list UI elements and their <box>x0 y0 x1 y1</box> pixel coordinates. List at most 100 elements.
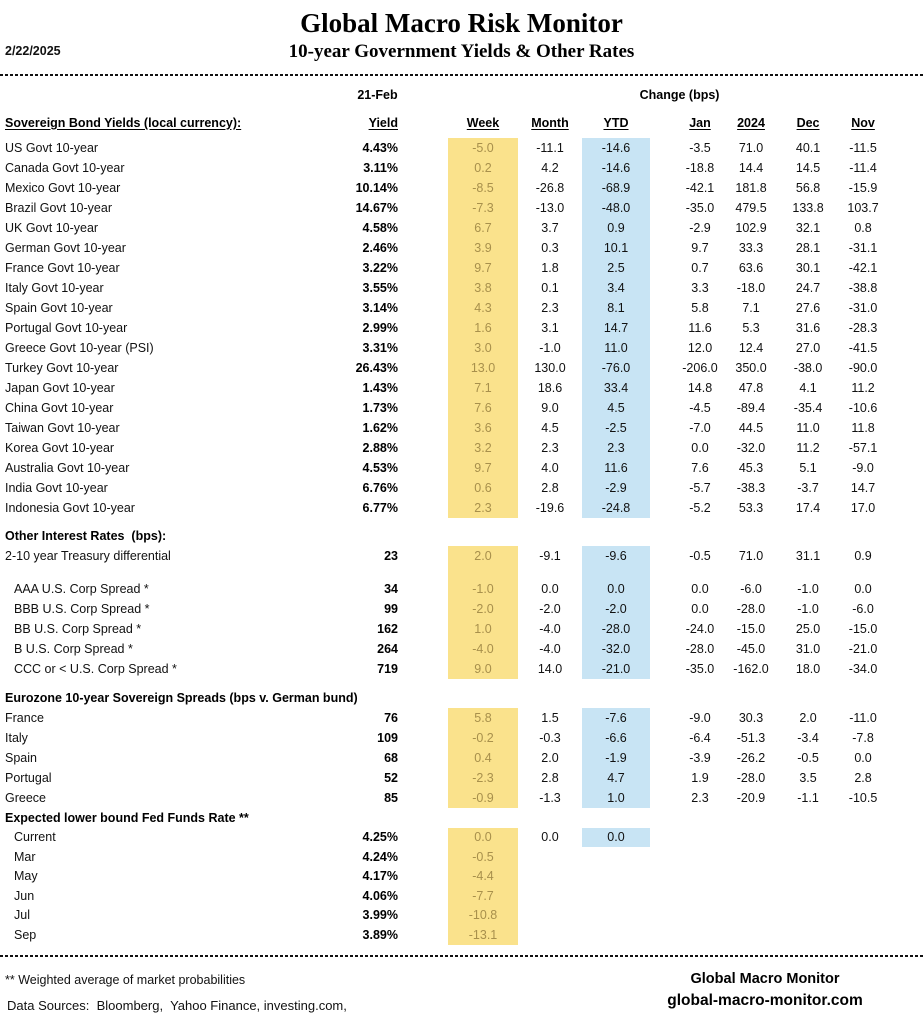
spacer-cell <box>0 82 345 108</box>
spacer-cell <box>887 108 923 138</box>
spacer-cell <box>410 82 448 108</box>
cell-dec: 25.0 <box>795 621 821 636</box>
cell-2024: -18.0 <box>736 280 766 295</box>
row-label: Italy Govt 10-year <box>5 280 104 295</box>
row-label: Spain Govt 10-year <box>5 300 113 315</box>
cell-2024: -89.4 <box>736 400 766 415</box>
spacer-cell <box>650 728 675 748</box>
pad-cell <box>887 178 923 198</box>
cell-week <box>448 679 518 688</box>
cell-week: -1.0 <box>448 579 518 599</box>
cell-nov: 17.0 <box>850 500 876 515</box>
cell-yield: 68 <box>384 750 398 765</box>
cell-ytd: 10.1 <box>582 238 650 258</box>
table-row: CCC or < U.S. Corp Spread * 719 9.0 14.0 -21… <box>0 659 923 679</box>
top-divider <box>0 74 923 76</box>
table-row: Australia Govt 10-year 4.53% 9.7 4.0 11.6 7.6… <box>0 458 923 478</box>
cell-dec <box>777 847 839 867</box>
spacer-cell <box>410 546 448 566</box>
cell-jan: -6.4 <box>689 730 711 745</box>
spacer-cell <box>650 546 675 566</box>
row-label: Greece <box>5 790 46 805</box>
cell-nov: 14.7 <box>850 480 876 495</box>
cell-jan <box>675 847 725 867</box>
cell-2024: 44.5 <box>738 420 764 435</box>
cell-month: 18.6 <box>537 380 563 395</box>
cell-week: 5.8 <box>448 708 518 728</box>
cell-week: -5.0 <box>448 138 518 158</box>
table-row: Jul 3.99% -10.8 <box>0 905 923 926</box>
pad-cell <box>887 398 923 418</box>
row-label: Jun <box>14 888 35 903</box>
pad-cell <box>887 925 923 945</box>
cell-nov <box>839 886 887 906</box>
spacer-cell <box>650 478 675 498</box>
table-row: Turkey Govt 10-year 26.43% 13.0 130.0 -76.0 -… <box>0 358 923 378</box>
cell-yield: 34 <box>384 581 398 596</box>
cell-nov: -28.3 <box>848 320 878 335</box>
cell-jan: -35.0 <box>685 661 715 676</box>
spacer-cell <box>410 258 448 278</box>
spacer-cell <box>650 258 675 278</box>
section-title-row: Eurozone 10-year Sovereign Spreads (bps … <box>0 688 923 708</box>
spacer-cell <box>650 178 675 198</box>
spacer-cell <box>650 418 675 438</box>
cell-ytd: 33.4 <box>582 378 650 398</box>
cell-month: 4.0 <box>541 460 559 475</box>
spacer-cell <box>410 298 448 318</box>
cell-yield: 52 <box>384 770 398 785</box>
pad-cell <box>887 546 923 566</box>
pad-cell <box>887 158 923 178</box>
cell-jan: -35.0 <box>685 200 715 215</box>
cell-nov: 11.8 <box>851 420 875 435</box>
cell-yield: 4.43% <box>362 140 398 155</box>
cell-nov: -11.5 <box>849 140 877 155</box>
cell-jan: -18.8 <box>685 160 715 175</box>
pad-cell <box>887 358 923 378</box>
cell-yield: 3.31% <box>362 340 398 355</box>
cell-jan <box>675 867 725 887</box>
spacer-cell <box>0 566 448 579</box>
spacer-cell <box>410 828 448 848</box>
spacer-cell <box>410 925 448 945</box>
cell-dec: 31.6 <box>795 320 821 335</box>
row-label: France Govt 10-year <box>5 260 120 275</box>
pad-cell <box>887 748 923 768</box>
table-row: UK Govt 10-year 4.58% 6.7 3.7 0.9 -2.9 102.9 32… <box>0 218 923 238</box>
cell-2024: 53.3 <box>738 500 764 515</box>
cell-month: 3.1 <box>541 320 559 335</box>
row-label: China Govt 10-year <box>5 400 114 415</box>
cell-nov: -15.0 <box>848 621 878 636</box>
cell-ytd: 2.5 <box>582 258 650 278</box>
cell-week: 3.8 <box>448 278 518 298</box>
cell-2024: 102.9 <box>735 220 767 235</box>
cell-nov: -7.8 <box>852 730 874 745</box>
row-label: Brazil Govt 10-year <box>5 200 112 215</box>
row-label: Sep <box>14 927 37 942</box>
table-row: Canada Govt 10-year 3.11% 0.2 4.2 -14.6 -18.8… <box>0 158 923 178</box>
cell-2024: -20.9 <box>736 790 766 805</box>
cell-nov: -6.0 <box>852 601 874 616</box>
row-label: Current <box>14 830 56 844</box>
cell-ytd <box>582 867 650 887</box>
cell-ytd: 4.5 <box>582 398 650 418</box>
spacer-cell <box>650 659 675 679</box>
cell-month: -11.1 <box>536 140 564 155</box>
spacer-cell <box>410 728 448 748</box>
cell-week: 1.0 <box>448 619 518 639</box>
cell-month: -4.0 <box>539 641 561 656</box>
cell-ytd: -14.6 <box>582 138 650 158</box>
cell-week: 0.6 <box>448 478 518 498</box>
row-label: Japan Govt 10-year <box>5 380 115 395</box>
cell-month: 0.0 <box>541 830 559 844</box>
cell-week: -2.0 <box>448 599 518 619</box>
spacer-row <box>0 679 923 688</box>
cell-yield: 1.43% <box>362 380 398 395</box>
cell-month: -2.0 <box>539 601 561 616</box>
cell-dec: -38.0 <box>793 360 823 375</box>
cell-2024 <box>725 828 777 848</box>
table-row: Taiwan Govt 10-year 1.62% 3.6 4.5 -2.5 -7.0 44… <box>0 418 923 438</box>
cell-jan <box>675 906 725 926</box>
spacer-cell <box>650 358 675 378</box>
spacer-cell <box>650 925 675 945</box>
